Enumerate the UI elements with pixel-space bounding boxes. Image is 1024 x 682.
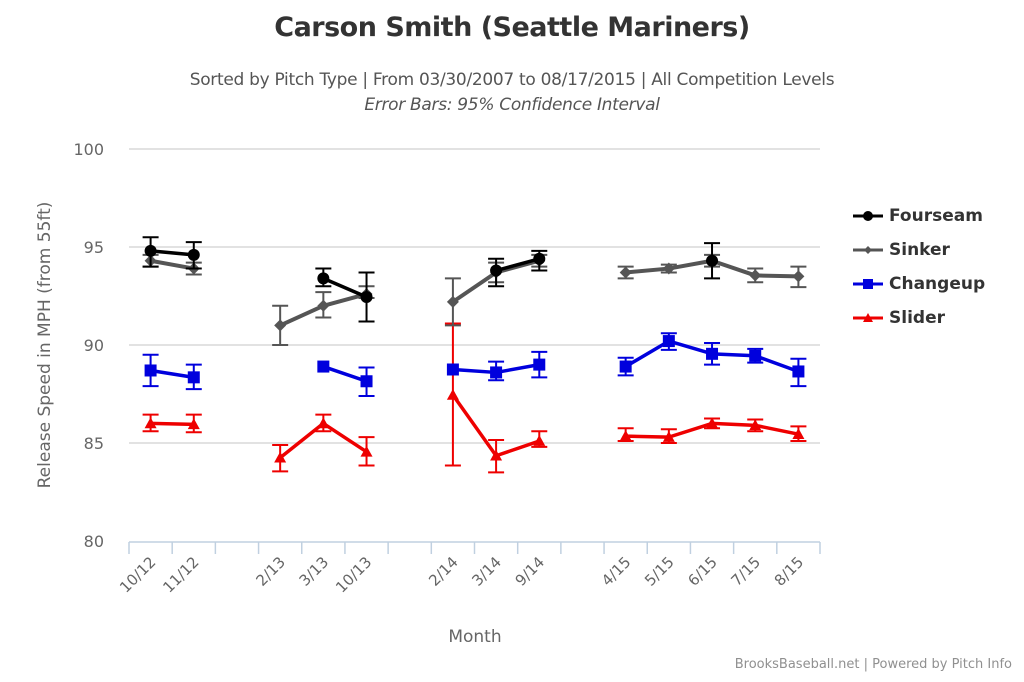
x-tick-label: 10/12 <box>116 553 159 596</box>
diamond-marker-icon <box>853 246 883 254</box>
legend-item-slider[interactable]: Slider <box>853 301 985 335</box>
y-tick-labels: 80 85 90 95 100 <box>73 140 104 551</box>
data-point[interactable] <box>490 366 503 379</box>
chart-title: Carson Smith (Seattle Mariners) <box>274 12 750 43</box>
series-line <box>322 364 368 383</box>
data-point[interactable] <box>144 417 157 429</box>
x-tick-label: 10/13 <box>332 553 375 596</box>
x-axis-label: Month <box>448 627 501 647</box>
x-tick-label: 4/15 <box>598 553 635 590</box>
data-point[interactable] <box>792 365 805 378</box>
data-point[interactable] <box>533 358 546 371</box>
legend-item-fourseam[interactable]: Fourseam <box>853 199 985 233</box>
data-point[interactable] <box>749 349 762 362</box>
series-line <box>150 249 194 257</box>
y-tick-label: 95 <box>84 238 104 257</box>
data-point[interactable] <box>317 417 330 429</box>
y-axis-label: Release Speed in MPH (from 55ft) <box>35 202 55 489</box>
data-point[interactable] <box>274 451 287 463</box>
x-tick-labels: 10/12 11/12 2/13 3/13 10/13 2/14 3/14 9/14 4/15 5… <box>116 553 807 596</box>
series-changeup <box>142 332 807 397</box>
data-point[interactable] <box>187 371 200 384</box>
x-tick-label: 5/15 <box>641 553 678 590</box>
circle-marker-icon <box>853 211 883 221</box>
data-point[interactable] <box>144 244 157 257</box>
data-point[interactable] <box>446 295 459 308</box>
x-tick-label: 2/14 <box>425 553 462 590</box>
data-point[interactable] <box>749 419 762 431</box>
data-point[interactable] <box>317 299 330 312</box>
square-marker-icon <box>853 279 883 289</box>
series-sinker <box>142 253 807 346</box>
legend: Fourseam Sinker Changeup Slider <box>853 199 985 335</box>
y-tick-label: 100 <box>73 140 104 159</box>
x-tick-label: 7/15 <box>727 553 764 590</box>
data-point[interactable] <box>706 254 719 267</box>
data-point[interactable] <box>749 269 762 282</box>
legend-label: Sinker <box>889 240 950 260</box>
data-point[interactable] <box>144 364 157 377</box>
chart-subtitle: Sorted by Pitch Type | From 03/30/2007 t… <box>189 70 835 90</box>
x-tick-label: 6/15 <box>684 553 721 590</box>
data-point[interactable] <box>446 363 459 376</box>
y-tick-label: 85 <box>84 434 104 453</box>
grid-lines <box>129 148 820 444</box>
data-point[interactable] <box>662 262 675 275</box>
y-tick-label: 90 <box>84 336 104 355</box>
series-line <box>322 276 368 299</box>
series-layer <box>142 236 807 474</box>
series-fourseam <box>142 236 721 323</box>
data-point[interactable] <box>317 360 330 373</box>
data-point[interactable] <box>619 360 632 373</box>
legend-item-sinker[interactable]: Sinker <box>853 233 985 267</box>
data-point[interactable] <box>792 428 805 439</box>
data-point[interactable] <box>490 449 503 461</box>
data-point[interactable] <box>619 430 632 441</box>
data-point[interactable] <box>792 270 805 283</box>
data-point[interactable] <box>274 319 287 332</box>
data-point[interactable] <box>533 252 546 265</box>
x-tick-label: 2/13 <box>252 553 289 590</box>
data-point[interactable] <box>533 435 546 446</box>
series-line <box>150 368 195 380</box>
data-point[interactable] <box>360 375 373 388</box>
y-tick-label: 80 <box>84 532 104 551</box>
series-line <box>150 258 195 271</box>
triangle-marker-icon <box>853 313 883 322</box>
series-line <box>150 421 194 427</box>
data-point[interactable] <box>662 431 675 442</box>
data-point[interactable] <box>446 388 459 400</box>
x-tick-label: 11/12 <box>159 553 202 596</box>
legend-label: Changeup <box>889 274 986 294</box>
chart-error-bar-note: Error Bars: 95% Confidence Interval <box>364 95 660 115</box>
data-point[interactable] <box>187 248 200 261</box>
data-point[interactable] <box>360 290 373 303</box>
x-tick-label: 9/14 <box>512 553 549 590</box>
data-point[interactable] <box>490 264 503 277</box>
legend-label: Slider <box>889 308 945 328</box>
data-point[interactable] <box>187 418 200 430</box>
legend-label: Fourseam <box>889 206 983 226</box>
series-line <box>495 257 540 273</box>
x-axis <box>128 541 821 554</box>
x-tick-label: 3/14 <box>468 553 505 590</box>
data-point[interactable] <box>619 266 632 279</box>
x-tick-label: 8/15 <box>771 553 808 590</box>
data-point[interactable] <box>360 445 373 457</box>
data-point[interactable] <box>706 347 719 360</box>
x-tick-label: 3/13 <box>296 553 333 590</box>
data-point[interactable] <box>706 417 719 429</box>
series-slider <box>142 322 807 474</box>
data-point[interactable] <box>317 272 330 285</box>
data-point[interactable] <box>662 335 675 348</box>
credit-text[interactable]: BrooksBaseball.net | Powered by Pitch In… <box>734 657 1012 672</box>
legend-item-changeup[interactable]: Changeup <box>853 267 985 301</box>
